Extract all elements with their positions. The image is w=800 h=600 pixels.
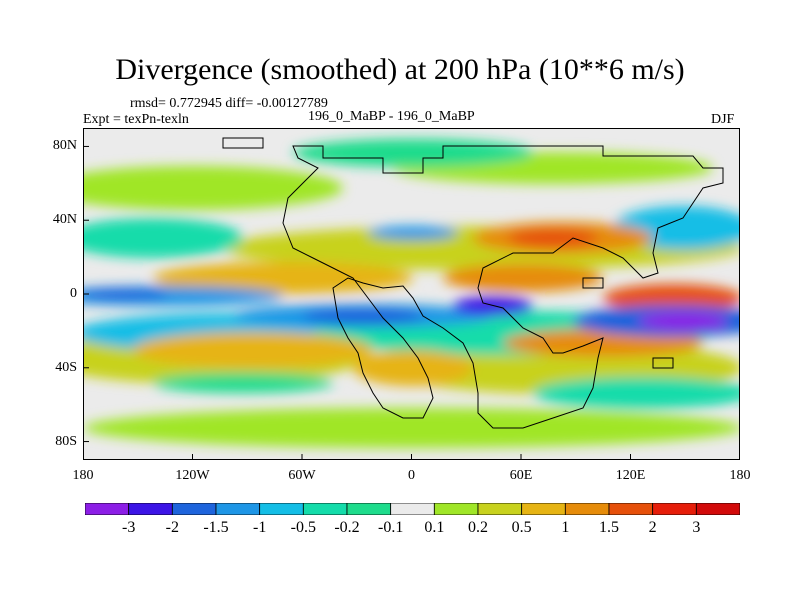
- colorbar-label: -3: [121, 519, 136, 536]
- colorbar-label: -0.1: [377, 519, 404, 536]
- colorbar-swatch: [171, 503, 217, 515]
- x-tick-label: 180: [72, 468, 94, 483]
- colorbar-label: 0.1: [424, 519, 445, 536]
- colorbar-label: -2: [165, 519, 179, 536]
- x-tick-label: 180: [729, 468, 751, 483]
- colorbar-label: 2: [648, 519, 657, 536]
- colorbar-label: -1: [252, 519, 267, 536]
- coastlines: [222, 137, 724, 429]
- colorbar-swatch: [128, 503, 173, 515]
- colorbar-label: 0.5: [511, 519, 532, 536]
- colorbar-swatch: [564, 503, 610, 515]
- colorbar-swatch: [215, 503, 261, 515]
- stats-line: rmsd= 0.772945 diff= -0.00127789: [130, 96, 328, 111]
- colorbar-label: 3: [692, 519, 701, 536]
- y-tick-label: 40S: [55, 359, 77, 375]
- y-tick-label: 0: [70, 286, 77, 301]
- x-tick-label: 120E: [615, 468, 646, 483]
- colorbar-swatch: [85, 503, 130, 515]
- colorbar-swatch: [302, 503, 348, 515]
- x-tick-label: 60W: [288, 468, 316, 483]
- colorbar-swatch: [695, 503, 740, 515]
- colorbar-swatch: [259, 503, 304, 515]
- map-panel: [83, 128, 740, 460]
- divergence-map: [83, 128, 740, 460]
- colorbar-swatch: [652, 503, 697, 515]
- x-tick-label: 60E: [509, 468, 533, 483]
- expt-label: Expt = texPn-texln: [83, 112, 189, 127]
- y-tick-label: 40N: [52, 212, 77, 228]
- colorbar-swatch: [346, 503, 392, 515]
- season-label: DJF: [711, 112, 735, 127]
- x-tick-label: 0: [408, 468, 415, 483]
- colorbar-swatch: [608, 503, 654, 515]
- colorbar-label: 1.5: [599, 519, 619, 536]
- comparison-label: 196_0_MaBP - 196_0_MaBP: [308, 109, 475, 124]
- colorbar-swatch: [433, 503, 479, 515]
- colorbar-label: -1.5: [203, 519, 229, 536]
- colorbar-label: -0.5: [290, 519, 316, 536]
- colorbar-swatch: [477, 503, 523, 515]
- colorbar-swatch: [390, 503, 435, 515]
- y-tick-label: 80S: [55, 433, 77, 449]
- colorbar-label: 0.2: [468, 519, 488, 536]
- y-tick-label: 80N: [52, 138, 77, 154]
- colorbar-label: -0.2: [334, 519, 360, 536]
- colorbar-label: 1: [561, 519, 570, 536]
- colorbar: [85, 503, 740, 515]
- x-tick-label: 120W: [175, 468, 210, 483]
- plot-title: Divergence (smoothed) at 200 hPa (10**6 …: [115, 53, 685, 86]
- colorbar-swatch: [521, 503, 566, 515]
